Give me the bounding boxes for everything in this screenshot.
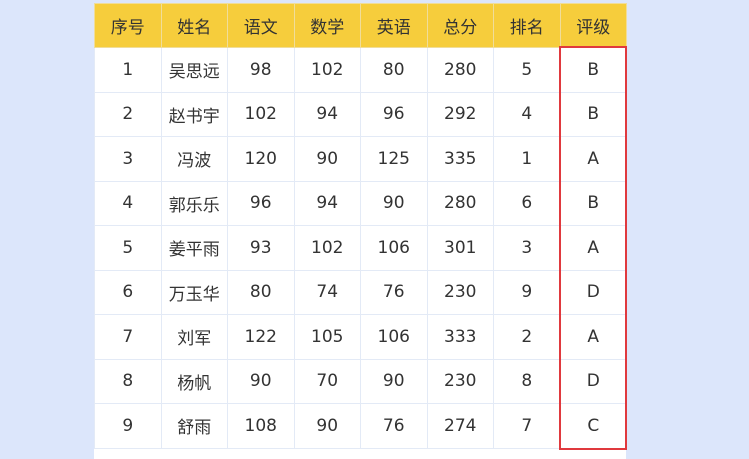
table-cell[interactable]: 1 (94, 47, 162, 93)
table-cell[interactable]: 230 (426, 358, 494, 404)
table-row: 8 杨帆 90 70 90 230 8 D (94, 358, 627, 404)
table-row: 6 万玉华 80 74 76 230 9 D (94, 269, 627, 315)
table-cell[interactable]: 90 (293, 136, 361, 182)
table-cell[interactable]: 98 (227, 47, 295, 93)
table-cell[interactable]: 120 (227, 136, 295, 182)
table-cell[interactable]: 96 (227, 180, 295, 226)
table-cell[interactable]: 2 (94, 91, 162, 137)
column-header[interactable]: 排名 (493, 3, 561, 48)
table-cell[interactable]: 274 (426, 403, 494, 449)
table-row: 7 刘军 122 105 106 333 2 A (94, 314, 627, 360)
table-cell[interactable]: 74 (293, 269, 361, 315)
table-cell[interactable]: 6 (493, 180, 561, 226)
table-cell[interactable]: B (559, 47, 627, 93)
table-continuation (94, 449, 626, 459)
table-cell[interactable]: 刘军 (160, 314, 228, 360)
table-row: 5 姜平雨 93 102 106 301 3 A (94, 225, 627, 271)
score-table: 序号 姓名 语文 数学 英语 总分 排名 评级 1 吴思远 98 102 80 280 5 B 2 赵书宇 102… (94, 3, 627, 449)
table-cell[interactable]: 102 (227, 91, 295, 137)
table-row: 4 郭乐乐 96 94 90 280 6 B (94, 180, 627, 226)
column-header[interactable]: 评级 (559, 3, 627, 48)
column-header[interactable]: 数学 (293, 3, 361, 48)
table-row: 1 吴思远 98 102 80 280 5 B (94, 47, 627, 93)
table-cell[interactable]: 赵书宇 (160, 91, 228, 137)
table-cell[interactable]: 5 (94, 225, 162, 271)
table-cell[interactable]: A (559, 225, 627, 271)
table-cell[interactable]: 70 (293, 358, 361, 404)
table-cell[interactable]: 冯波 (160, 136, 228, 182)
table-cell[interactable]: 90 (360, 180, 428, 226)
table-cell[interactable]: 万玉华 (160, 269, 228, 315)
column-header[interactable]: 序号 (94, 3, 162, 48)
table-cell[interactable]: 8 (94, 358, 162, 404)
table-cell[interactable]: 杨帆 (160, 358, 228, 404)
table-cell[interactable]: C (559, 403, 627, 449)
table-cell[interactable]: 4 (94, 180, 162, 226)
header-row: 序号 姓名 语文 数学 英语 总分 排名 评级 (94, 3, 627, 48)
table-cell[interactable]: 8 (493, 358, 561, 404)
table-cell[interactable]: D (559, 358, 627, 404)
table-cell[interactable]: 6 (94, 269, 162, 315)
table-cell[interactable]: A (559, 136, 627, 182)
column-header[interactable]: 总分 (426, 3, 494, 48)
table-cell[interactable]: 姜平雨 (160, 225, 228, 271)
column-header[interactable]: 语文 (227, 3, 295, 48)
table-cell[interactable]: 76 (360, 403, 428, 449)
table-cell[interactable]: 94 (293, 180, 361, 226)
column-header[interactable]: 英语 (360, 3, 428, 48)
table-cell[interactable]: 125 (360, 136, 428, 182)
table-cell[interactable]: 7 (493, 403, 561, 449)
table-cell[interactable]: 80 (360, 47, 428, 93)
table-cell[interactable]: 230 (426, 269, 494, 315)
table-cell[interactable]: A (559, 314, 627, 360)
table-cell[interactable]: 4 (493, 91, 561, 137)
table-row: 3 冯波 120 90 125 335 1 A (94, 136, 627, 182)
table-cell[interactable]: 7 (94, 314, 162, 360)
table-cell[interactable]: B (559, 91, 627, 137)
table-cell[interactable]: 3 (493, 225, 561, 271)
table-cell[interactable]: D (559, 269, 627, 315)
table-cell[interactable]: 108 (227, 403, 295, 449)
table-cell[interactable]: 80 (227, 269, 295, 315)
table-cell[interactable]: 106 (360, 314, 428, 360)
table-cell[interactable]: 5 (493, 47, 561, 93)
table-cell[interactable]: 102 (293, 225, 361, 271)
table-cell[interactable]: 94 (293, 91, 361, 137)
table-cell[interactable]: 舒雨 (160, 403, 228, 449)
table-cell[interactable]: 102 (293, 47, 361, 93)
table-cell[interactable]: 9 (94, 403, 162, 449)
table-cell[interactable]: 2 (493, 314, 561, 360)
table-cell[interactable]: 335 (426, 136, 494, 182)
column-header[interactable]: 姓名 (160, 3, 228, 48)
table-cell[interactable]: 301 (426, 225, 494, 271)
table-cell[interactable]: 280 (426, 47, 494, 93)
table-cell[interactable]: 90 (360, 358, 428, 404)
table-cell[interactable]: 280 (426, 180, 494, 226)
table-row: 9 舒雨 108 90 76 274 7 C (94, 403, 627, 449)
table-cell[interactable]: 90 (293, 403, 361, 449)
table-cell[interactable]: 106 (360, 225, 428, 271)
table-row: 2 赵书宇 102 94 96 292 4 B (94, 91, 627, 137)
table-cell[interactable]: 96 (360, 91, 428, 137)
table-cell[interactable]: 76 (360, 269, 428, 315)
table-cell[interactable]: B (559, 180, 627, 226)
table-cell[interactable]: 吴思远 (160, 47, 228, 93)
table-cell[interactable]: 292 (426, 91, 494, 137)
table-cell[interactable]: 90 (227, 358, 295, 404)
table-cell[interactable]: 333 (426, 314, 494, 360)
table-cell[interactable]: 1 (493, 136, 561, 182)
table-cell[interactable]: 93 (227, 225, 295, 271)
table-cell[interactable]: 9 (493, 269, 561, 315)
table-cell[interactable]: 郭乐乐 (160, 180, 228, 226)
table-cell[interactable]: 105 (293, 314, 361, 360)
table-cell[interactable]: 3 (94, 136, 162, 182)
table-cell[interactable]: 122 (227, 314, 295, 360)
